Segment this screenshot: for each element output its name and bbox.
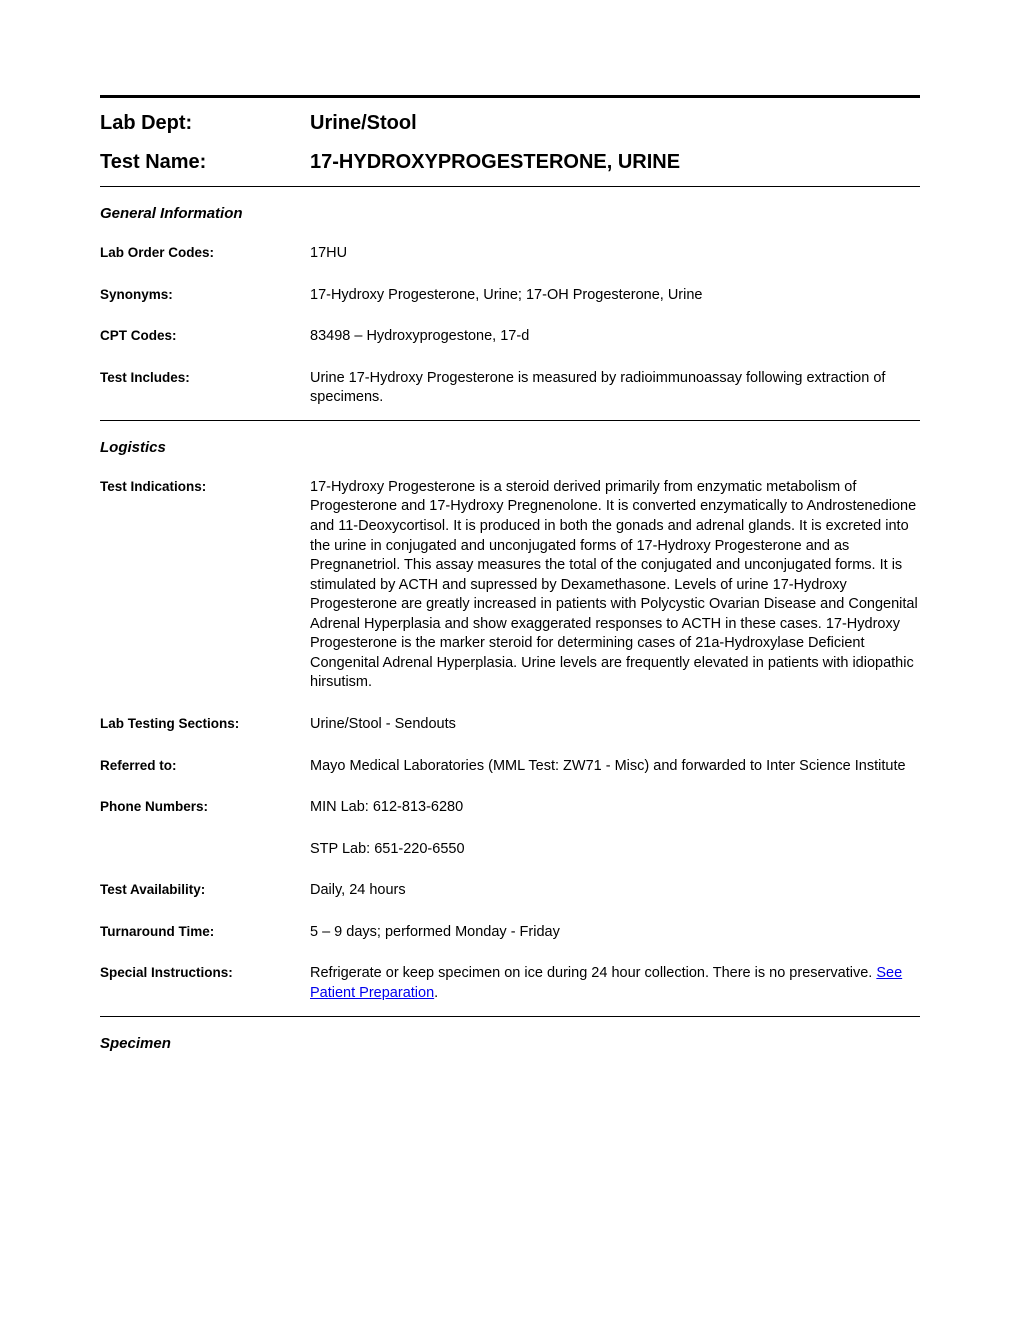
row-phone-stp: STP Lab: 651-220-6550 [100, 840, 920, 860]
turnaround-time-value: 5 – 9 days; performed Monday - Friday [310, 923, 920, 943]
row-cpt-codes: CPT Codes: 83498 – Hydroxyprogestone, 17… [100, 327, 920, 347]
test-name-value: 17-HYDROXYPROGESTERONE, URINE [310, 151, 680, 174]
test-includes-value: Urine 17-Hydroxy Progesterone is measure… [310, 369, 920, 408]
section-logistics: Logistics [100, 439, 920, 456]
section-specimen: Specimen [100, 1035, 920, 1052]
row-turnaround-time: Turnaround Time: 5 – 9 days; performed M… [100, 923, 920, 943]
row-test-includes: Test Includes: Urine 17-Hydroxy Progeste… [100, 369, 920, 408]
special-instructions-label: Special Instructions: [100, 964, 310, 983]
test-indications-label: Test Indications: [100, 478, 310, 497]
special-instructions-value: Refrigerate or keep specimen on ice duri… [310, 964, 920, 1003]
test-indications-value: 17-Hydroxy Progesterone is a steroid der… [310, 478, 920, 693]
synonyms-value: 17-Hydroxy Progesterone, Urine; 17-OH Pr… [310, 286, 920, 306]
cpt-codes-value: 83498 – Hydroxyprogestone, 17-d [310, 327, 920, 347]
header-rule [100, 186, 920, 187]
test-availability-value: Daily, 24 hours [310, 881, 920, 901]
synonyms-label: Synonyms: [100, 286, 310, 305]
lab-testing-sections-value: Urine/Stool - Sendouts [310, 715, 920, 735]
phone-min-value: MIN Lab: 612-813-6280 [310, 798, 920, 818]
row-referred-to: Referred to: Mayo Medical Laboratories (… [100, 757, 920, 777]
row-lab-testing-sections: Lab Testing Sections: Urine/Stool - Send… [100, 715, 920, 735]
row-special-instructions: Special Instructions: Refrigerate or kee… [100, 964, 920, 1003]
test-availability-label: Test Availability: [100, 881, 310, 900]
top-rule [100, 95, 920, 98]
page: Lab Dept: Urine/Stool Test Name: 17-HYDR… [0, 0, 1020, 1320]
general-rule [100, 420, 920, 421]
lab-testing-sections-label: Lab Testing Sections: [100, 715, 310, 734]
test-name-label: Test Name: [100, 151, 310, 174]
special-instructions-post: . [434, 985, 438, 1001]
header-lab-dept: Lab Dept: Urine/Stool [100, 112, 920, 135]
row-lab-order-codes: Lab Order Codes: 17HU [100, 244, 920, 264]
test-includes-label: Test Includes: [100, 369, 310, 388]
logistics-rule [100, 1016, 920, 1017]
special-instructions-pre: Refrigerate or keep specimen on ice duri… [310, 965, 876, 981]
referred-to-value: Mayo Medical Laboratories (MML Test: ZW7… [310, 757, 920, 777]
section-general-information: General Information [100, 205, 920, 222]
row-test-availability: Test Availability: Daily, 24 hours [100, 881, 920, 901]
row-phone-min: Phone Numbers: MIN Lab: 612-813-6280 [100, 798, 920, 818]
turnaround-time-label: Turnaround Time: [100, 923, 310, 942]
header-test-name: Test Name: 17-HYDROXYPROGESTERONE, URINE [100, 151, 920, 174]
phone-numbers-label: Phone Numbers: [100, 798, 310, 817]
lab-order-codes-value: 17HU [310, 244, 920, 264]
lab-dept-label: Lab Dept: [100, 112, 310, 135]
lab-order-codes-label: Lab Order Codes: [100, 244, 310, 263]
cpt-codes-label: CPT Codes: [100, 327, 310, 346]
row-synonyms: Synonyms: 17-Hydroxy Progesterone, Urine… [100, 286, 920, 306]
phone-stp-value: STP Lab: 651-220-6550 [310, 840, 920, 860]
row-test-indications: Test Indications: 17-Hydroxy Progesteron… [100, 478, 920, 693]
referred-to-label: Referred to: [100, 757, 310, 776]
lab-dept-value: Urine/Stool [310, 112, 417, 135]
